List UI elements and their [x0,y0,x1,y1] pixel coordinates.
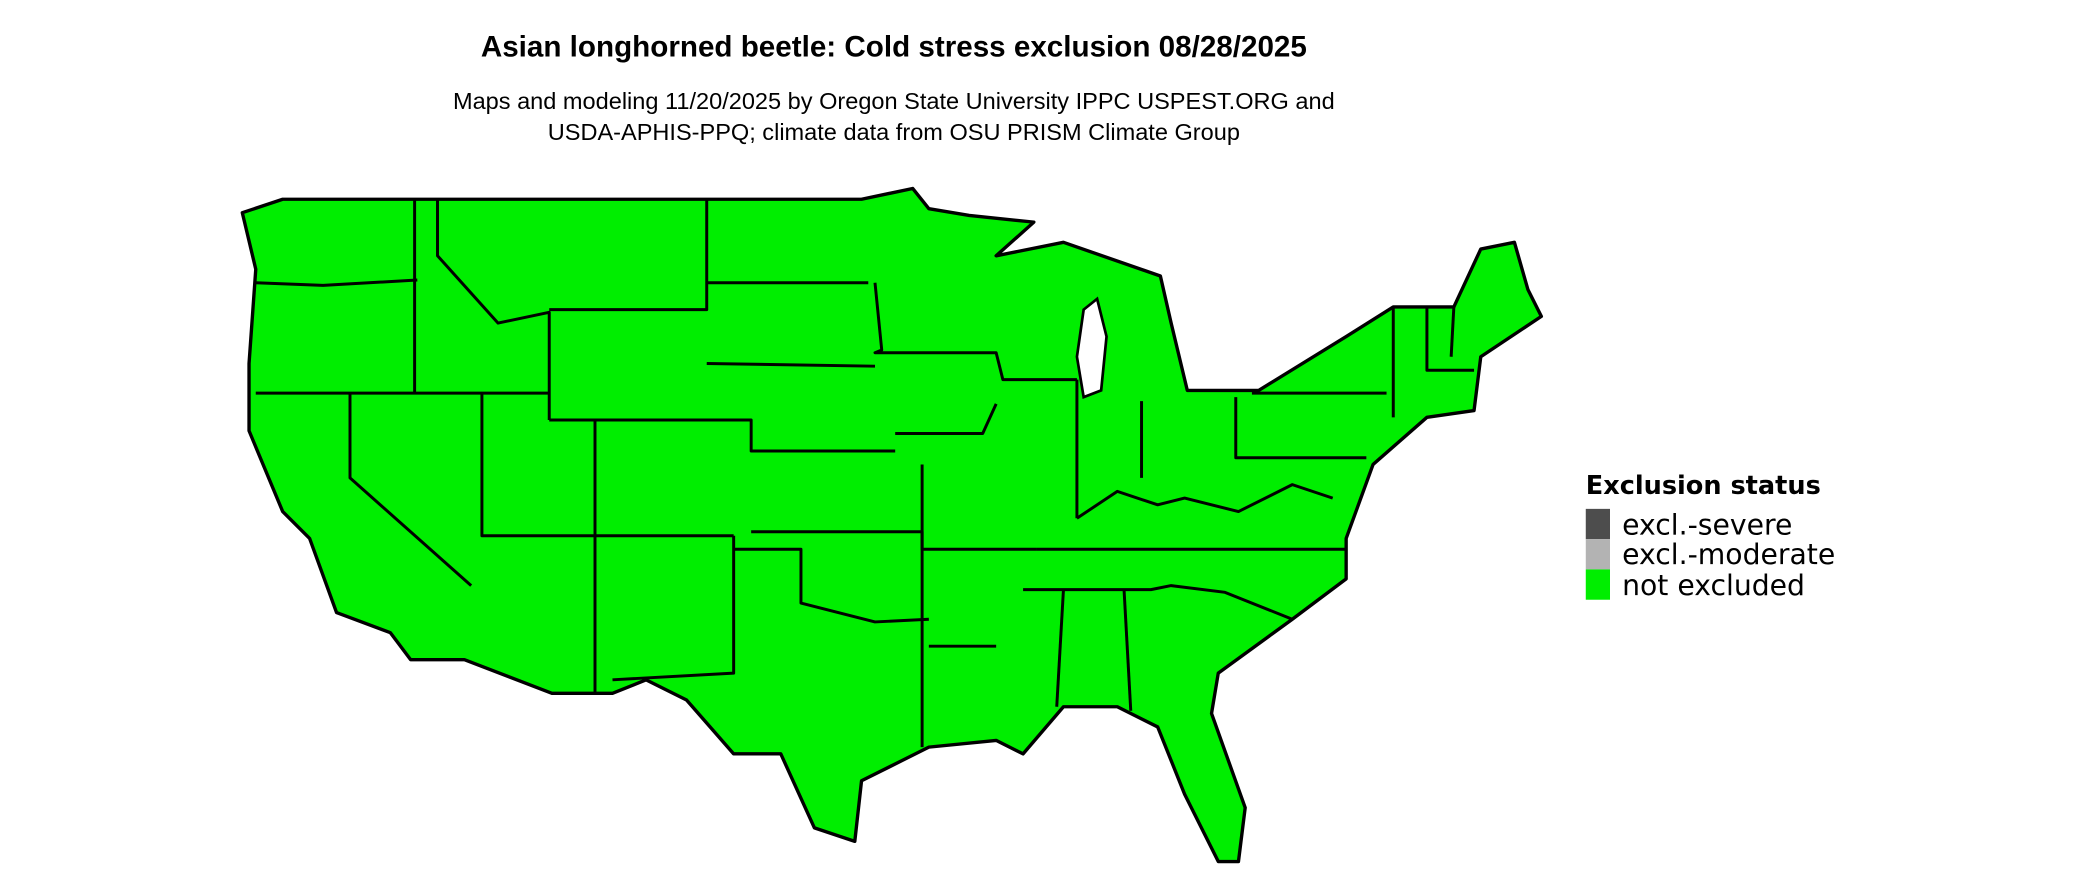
legend-item-severe: excl.-severe [1585,508,1792,541]
us-outline [240,186,1544,864]
legend-item-moderate: excl.-moderate [1585,538,1835,571]
subtitle-line-1: Maps and modeling 11/20/2025 by Oregon S… [453,88,1335,114]
legend-label-moderate: excl.-moderate [1622,538,1835,571]
legend-label-not-excluded: not excluded [1622,569,1805,602]
legend-swatch-not-excluded [1585,569,1610,600]
us-map [240,186,1544,864]
legend: Exclusion status excl.-severe excl.-mode… [1585,471,1835,602]
legend-item-not-excluded: not excluded [1585,569,1805,602]
legend-label-severe: excl.-severe [1622,508,1792,541]
legend-title: Exclusion status [1586,471,1821,501]
state-borders [255,199,1475,748]
legend-swatch-severe [1585,508,1610,540]
map-title: Asian longhorned beetle: Cold stress exc… [481,31,1307,64]
subtitle-line-2: USDA-APHIS-PPQ; climate data from OSU PR… [548,119,1240,145]
lake-michigan [1075,296,1108,399]
legend-swatch-moderate [1585,539,1610,570]
